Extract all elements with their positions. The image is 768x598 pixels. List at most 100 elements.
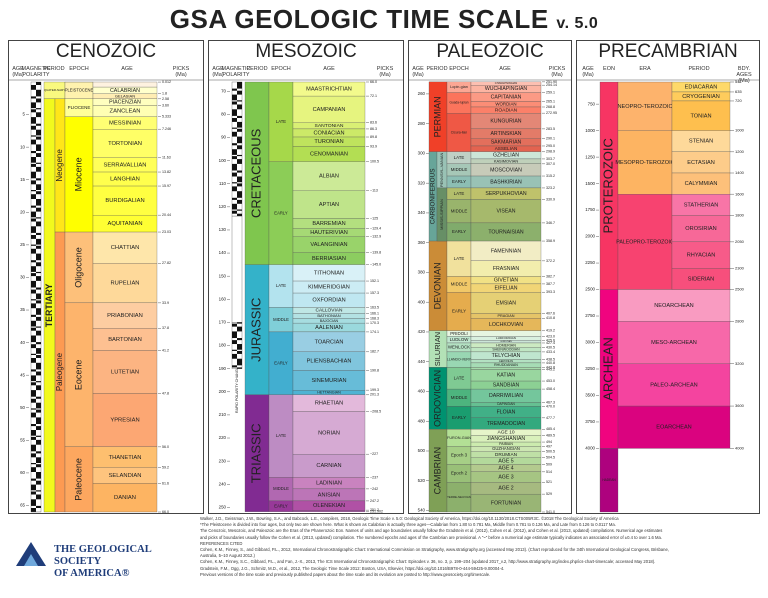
note-text: and picks of boundaries usually follow t… [200,534,663,540]
epoch-band-label: LATE [276,433,286,438]
age-tick-label: 400 [418,299,426,304]
age-band-label: CONIACIAN [313,130,344,136]
period-band-label: ORDOVICIAN [432,370,442,427]
pick-label: 419.2 [546,329,555,333]
column-header: (Ma) [379,72,390,78]
pick-label: 2.58 [162,97,169,101]
polarity-band [237,199,242,204]
era-band-label: EOARCHEAN [656,425,691,431]
boundary-age-label: 4000 [735,446,745,451]
logo-line-1: THE GEOLOGICAL SOCIETY [54,544,152,567]
period-band [671,215,731,243]
pick-label: 251.90 [546,80,557,84]
polarity-band [237,115,242,118]
polarity-band [237,209,242,211]
age-tick-label: 2000 [585,234,595,239]
age-band-label: SERRAVALLIAN [104,162,147,168]
age-band-label: TOURNAISIAN [488,229,524,235]
age-band-label: SERPUKHOVIAN [485,191,526,197]
column-header: (Ma) [12,72,23,78]
age-band-label: TREMADOCIAN [487,421,526,427]
polarity-band [36,457,41,463]
polarity-band [237,213,242,217]
epoch-band-label: LLANDO-VERY [447,358,472,362]
polarity-band [232,156,237,160]
period-band-label: STENIAN [689,139,713,145]
period-band [671,268,731,290]
polarity-band [36,129,41,136]
boundary-age-label: 2300 [735,265,745,270]
pick-label: 0.012 [162,80,171,84]
age-band [92,129,158,158]
precambrian-chart: AGE(Ma)EON ERA PERIOD BDY.AGES(Ma)750100012… [577,66,759,513]
age-tick-label: 3500 [585,393,595,398]
polarity-band [36,153,41,157]
polarity-band [36,385,41,391]
period-band-label: RHYACIAN [687,253,716,259]
polarity-band [31,135,36,137]
pick-label: 443.8 [546,365,555,369]
age-band-label: ROADIAN [495,107,518,113]
age-band-label: WUCHIAPINGIAN [485,86,528,92]
polarity-band [232,109,237,116]
polarity-band [31,314,36,317]
polarity-band [232,143,237,146]
pick-label: 410.8 [546,316,555,320]
age-band-label: PLIENSBACHIAN [307,359,352,365]
age-band-label: PRAGIAN [497,314,514,318]
age-tick-label: 65 [20,503,25,508]
age-tick-label: 30 [20,275,25,280]
age-band-label: PAIBIAN [499,442,513,446]
epoch-band-label: MIDDLE [451,282,468,287]
polarity-band [237,100,242,102]
polarity-band [36,480,41,485]
age-tick-label: 420 [418,329,426,334]
epoch-band [268,161,294,265]
pick-label: 290.1 [546,137,555,141]
polarity-band [31,244,36,246]
polarity-band [36,293,41,300]
age-band-label: TOARCIAN [315,339,344,345]
polarity-band [36,308,41,315]
pick-label: 168.3 [370,316,379,320]
age-band-label: APTIAN [319,202,339,208]
chart-title: GSA GEOLOGIC TIME SCALE v. 5.0 [0,4,768,35]
age-band [92,350,158,394]
age-band-label: GELASIAN [115,93,135,98]
polarity-band [36,108,41,110]
pick-label: 157.3 [370,291,379,295]
gsa-logo: THE GEOLOGICAL SOCIETY OF AMERICA® [14,540,194,579]
column-header: AGES [736,72,752,78]
age-band-label: AGE 4 [498,465,513,471]
era-band-label: PALEOPRO-TEROZOIC [616,239,674,245]
age-tick-label: 50 [20,405,25,410]
period-band [671,100,731,131]
age-band-label: MOSCOVIAN [490,167,522,173]
epoch-band [64,231,94,304]
polarity-band [31,453,36,458]
age-band-label: JIANGSHANIAN [487,436,526,442]
cenozoic-panel: CENOZOIC AGE (Ma) MAGNETIC POLARITY PERIOD EP… [8,40,204,514]
column-header: PERIOD [688,66,709,72]
age-band-label: THANETIAN [109,455,142,461]
age-tick-label: 15 [20,177,25,182]
column-header: AGE [323,66,335,72]
age-band-label: KATIAN [497,373,516,379]
era-band [617,321,731,364]
polarity-band [237,326,242,332]
pick-label: 541.0 [546,510,555,514]
age-band-label: RHUDDANIAN [494,363,518,367]
polarity-band [31,344,36,349]
epoch-band-label: EARLY [452,179,466,184]
polarity-blank [231,215,243,323]
polarity-band [31,235,36,239]
pick-label: 66.0 [370,80,377,84]
pick-label: ~208.5 [370,409,381,413]
polarity-band [36,89,41,97]
polarity-band [31,280,36,288]
reference-text: Cohen, K.M., Finney, S., and Gibbard, P.… [200,547,669,553]
polarity-band [31,85,36,90]
age-band-label: CENOMANIAN [310,152,348,158]
polarity-band [36,245,41,249]
polarity-band [31,375,36,382]
